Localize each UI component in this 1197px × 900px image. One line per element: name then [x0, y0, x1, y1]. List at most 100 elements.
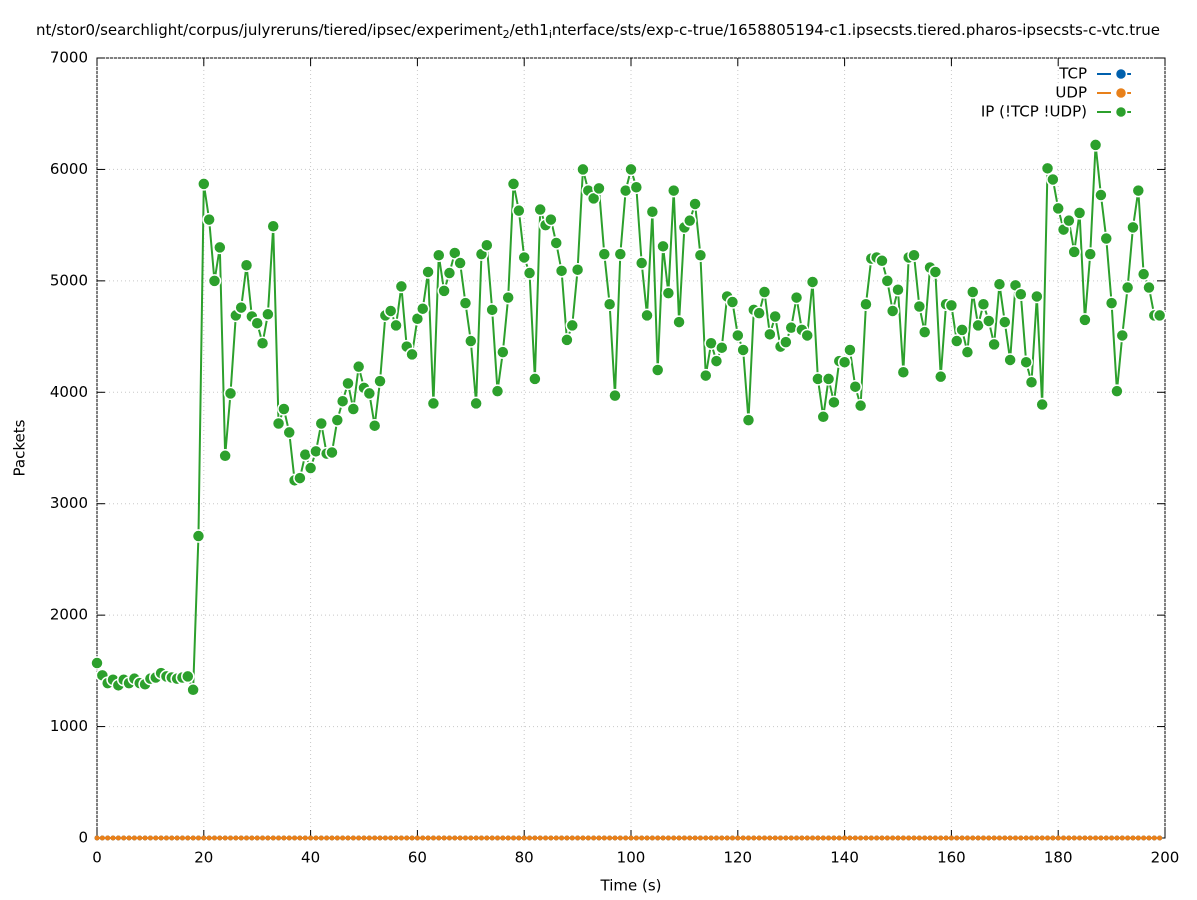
data-point	[1126, 220, 1140, 235]
data-point	[174, 835, 180, 841]
data-point	[1104, 296, 1119, 310]
data-point	[282, 425, 296, 440]
data-point	[836, 835, 842, 841]
data-point	[697, 835, 703, 841]
data-point	[1045, 835, 1051, 841]
data-point	[1040, 161, 1055, 176]
data-point	[314, 416, 329, 431]
data-point	[821, 372, 836, 386]
data-point	[426, 396, 441, 411]
data-point	[383, 304, 398, 318]
data-point	[1061, 835, 1067, 841]
data-point	[676, 835, 682, 841]
data-point	[1039, 835, 1045, 841]
data-point	[687, 835, 693, 841]
data-point	[655, 835, 661, 841]
data-point	[228, 835, 233, 841]
data-point	[367, 418, 382, 433]
y-tick-label: 1000	[50, 717, 88, 735]
data-point	[158, 835, 164, 841]
data-point	[966, 285, 980, 299]
data-point	[1003, 353, 1017, 367]
y-tick-label: 2000	[50, 606, 88, 624]
data-point	[201, 835, 207, 841]
data-point	[912, 299, 927, 314]
data-point	[254, 835, 260, 841]
x-tick-label: 100	[617, 849, 646, 867]
data-point	[1135, 835, 1141, 841]
data-point	[281, 835, 287, 841]
data-point	[1115, 328, 1130, 343]
data-point	[1114, 835, 1120, 841]
data-point	[848, 379, 863, 394]
data-point	[137, 835, 143, 841]
data-point	[1098, 835, 1104, 841]
data-point	[1018, 835, 1024, 841]
data-point	[1034, 835, 1040, 841]
data-point	[484, 835, 490, 841]
data-point	[1093, 835, 1099, 841]
data-point	[186, 683, 200, 697]
data-point	[1050, 835, 1056, 841]
data-point	[131, 835, 137, 841]
data-point	[895, 835, 901, 841]
data-point	[624, 162, 638, 177]
y-tick-label: 5000	[50, 271, 88, 289]
data-point	[633, 835, 639, 841]
data-point	[334, 835, 340, 841]
data-point	[1141, 835, 1147, 841]
data-point	[987, 337, 1001, 352]
y-tick-label: 3000	[50, 494, 88, 512]
data-point	[564, 835, 570, 841]
data-point	[800, 328, 814, 343]
y-tick-label: 0	[78, 829, 88, 847]
data-point	[94, 835, 100, 841]
data-point	[505, 835, 511, 841]
data-point	[362, 386, 377, 401]
data-point	[565, 318, 580, 333]
data-point	[1082, 835, 1088, 841]
data-point	[740, 835, 746, 841]
data-point	[421, 265, 435, 279]
data-point	[928, 265, 943, 279]
data-point	[373, 374, 387, 388]
data-point	[617, 835, 623, 841]
chart-title: nt/stor0/searchlight/corpus/julyreruns/t…	[36, 21, 1160, 42]
data-point	[858, 835, 864, 841]
data-point	[890, 835, 896, 841]
data-point	[1030, 289, 1044, 304]
data-point	[432, 248, 446, 262]
data-point	[516, 835, 522, 841]
data-point	[163, 835, 169, 841]
data-point	[751, 835, 757, 841]
data-point	[756, 835, 762, 841]
data-point	[1055, 835, 1061, 841]
data-point	[293, 471, 307, 485]
data-point	[938, 835, 944, 841]
data-point	[389, 318, 403, 333]
x-tick-label: 40	[301, 849, 320, 867]
data-point	[794, 835, 800, 841]
data-point	[394, 279, 409, 294]
data-point	[206, 835, 212, 841]
data-point	[608, 388, 622, 403]
data-point	[585, 835, 591, 841]
x-tick-label: 120	[723, 849, 752, 867]
data-point	[735, 835, 741, 841]
data-point	[853, 398, 868, 413]
data-point	[741, 413, 756, 427]
y-tick-label: 6000	[50, 160, 88, 178]
data-point	[506, 177, 521, 191]
data-point	[943, 835, 949, 841]
data-point	[1019, 355, 1033, 369]
data-point	[880, 274, 895, 288]
data-point	[672, 315, 686, 329]
data-point	[473, 835, 479, 841]
data-point	[329, 835, 335, 841]
data-point	[859, 297, 873, 312]
data-point	[842, 835, 848, 841]
data-point	[729, 835, 735, 841]
data-point	[388, 835, 394, 841]
data-point	[671, 835, 677, 841]
